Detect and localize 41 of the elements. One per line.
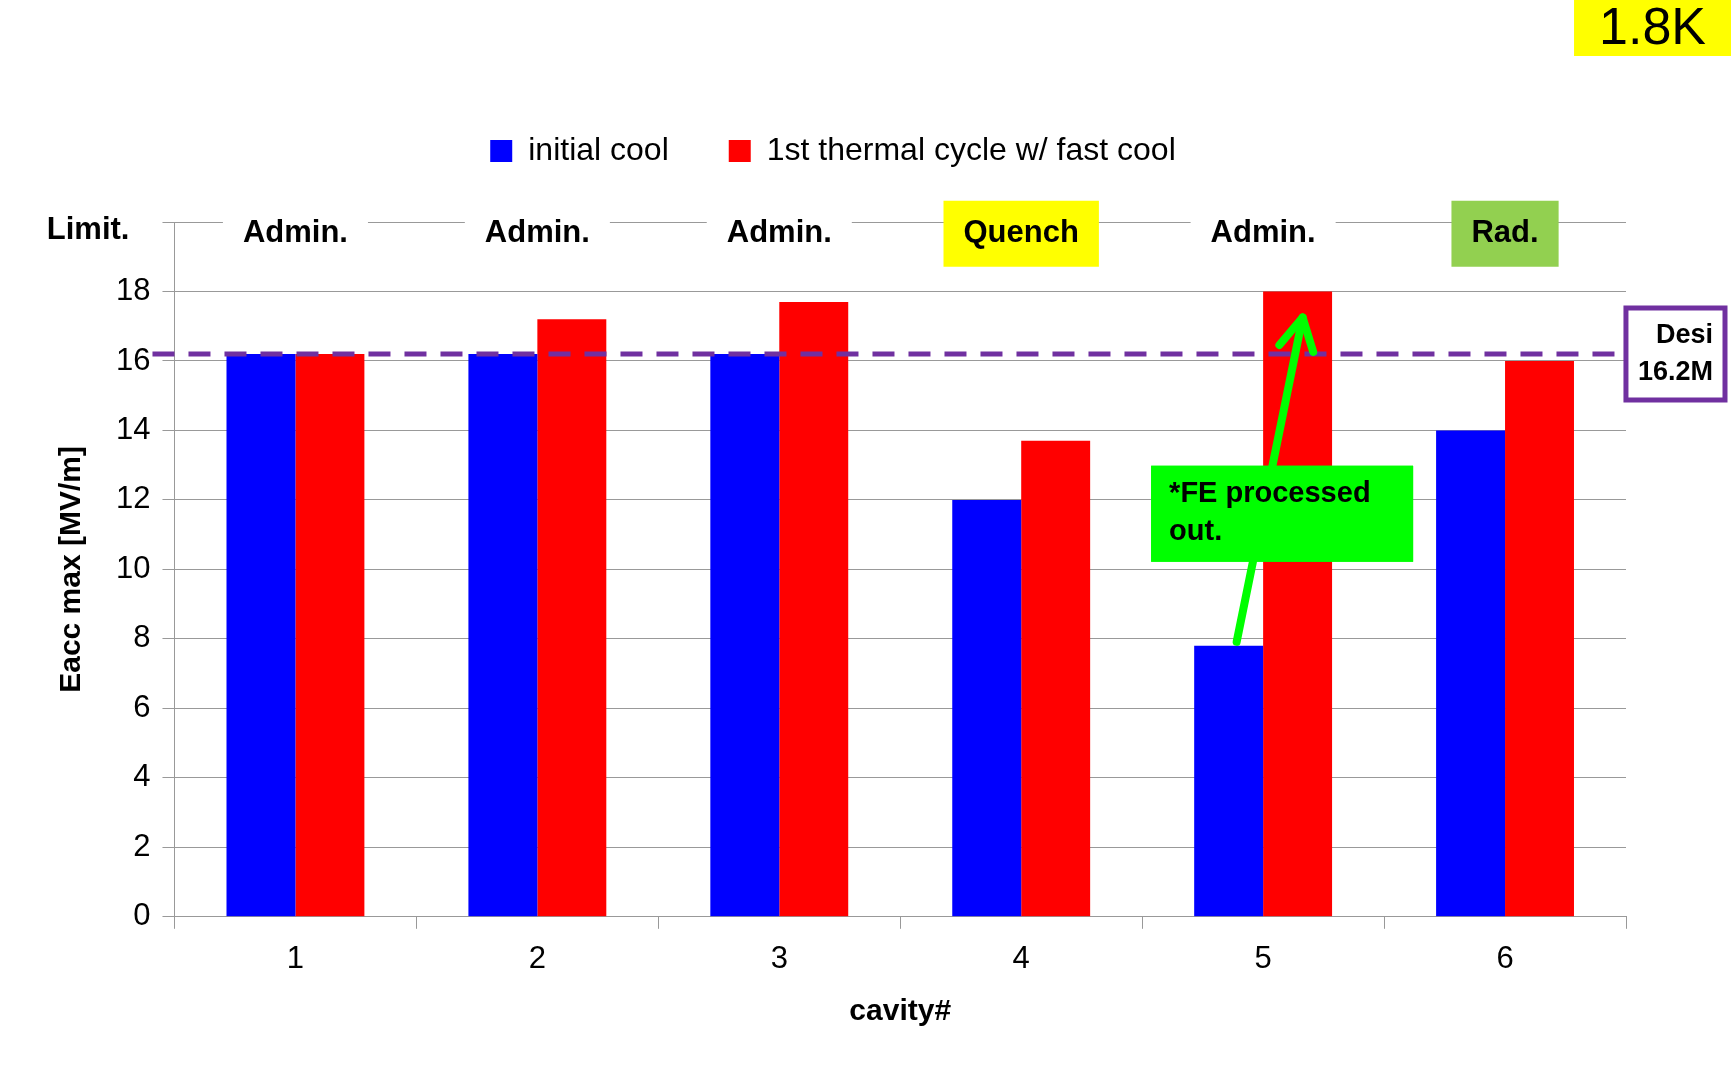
y-tick-label: 2 [133,827,151,863]
y-tick-label: 0 [133,897,151,933]
y-axis-title: Eacc max [MV/m] [53,446,87,693]
bar [1436,430,1506,917]
y-tick-label: 14 [116,410,151,446]
y-tick-label: 10 [116,549,151,585]
annotation: Admin. [484,214,590,250]
x-axis-title: cavity# [849,993,952,1027]
ref-line-label: Desi 16.2M [1637,319,1713,387]
bar [1021,440,1091,917]
y-tick-label: 16 [116,341,151,377]
annotation: Admin. [726,214,832,250]
annotation: Admin. [1210,214,1316,250]
y-tick-label: 4 [133,758,151,794]
y-tick-label: 18 [116,272,151,308]
bar [468,354,538,917]
text: Limit. [46,211,130,247]
bar [779,301,849,917]
bar [537,319,607,917]
legend-label: 1st thermal cycle w/ fast cool [766,130,1176,167]
annotation: Rad. [1471,214,1539,250]
text: 1.8K [1599,0,1707,56]
x-tick-label: 3 [770,939,788,975]
annotation: Admin. [242,214,348,250]
y-tick-label: 6 [133,688,151,724]
x-tick-label: 4 [1012,939,1030,975]
x-tick-label: 2 [528,939,546,975]
x-tick-label: 6 [1496,939,1514,975]
legend-label: initial cool [528,130,669,167]
bar [1505,360,1574,917]
bar [710,354,780,917]
y-tick-label: 12 [116,480,151,516]
bar [226,354,296,917]
annotation: *FE processed out. [1169,475,1371,546]
x-tick-label: 1 [286,939,305,975]
annotation: Quench [963,214,1079,250]
x-tick-label: 5 [1254,939,1272,975]
bar [952,499,1022,917]
y-tick-label: 8 [133,619,151,655]
bar [1194,645,1264,917]
bar [295,354,365,917]
